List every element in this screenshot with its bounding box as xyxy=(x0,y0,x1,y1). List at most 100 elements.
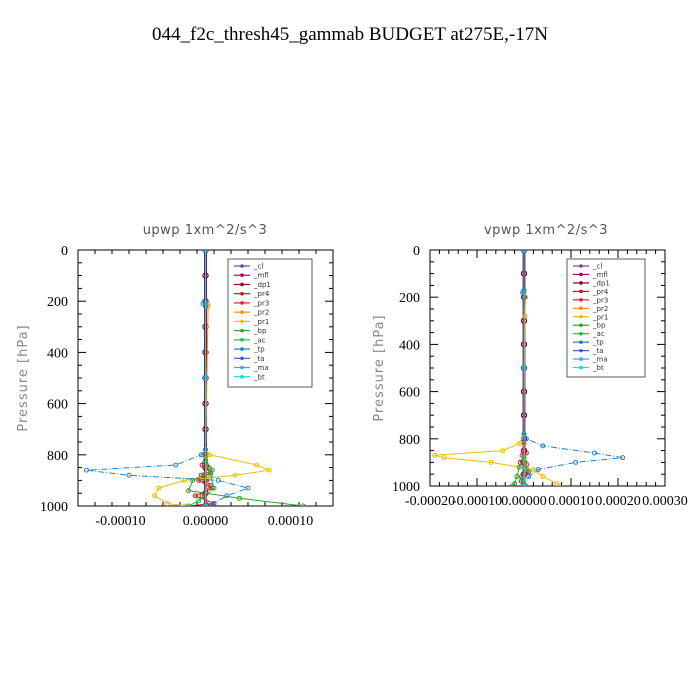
series-point-tp xyxy=(520,289,526,295)
legend-marker xyxy=(579,357,583,361)
legend-marker xyxy=(240,374,244,379)
legend-label: _ta xyxy=(592,347,604,355)
series-point-pr1 xyxy=(156,485,162,491)
series-point-bt xyxy=(203,375,208,381)
series-point-pr2 xyxy=(522,313,528,319)
x-tick-label: 0.00000 xyxy=(183,514,229,529)
legend-label: _pr1 xyxy=(592,313,608,321)
series-point-pr1 xyxy=(441,455,447,461)
series-point-tp xyxy=(126,472,132,478)
series-point-pr3 xyxy=(207,503,213,506)
legend-marker xyxy=(579,272,583,277)
legend-label: _bt xyxy=(253,373,265,381)
series-point-ac xyxy=(208,472,214,478)
legend-marker xyxy=(579,365,583,370)
legend-marker xyxy=(240,291,244,296)
y-ticks xyxy=(430,249,665,487)
legend-marker xyxy=(240,365,244,370)
y-tick-label: 600 xyxy=(399,386,420,401)
legend-label: _mfl xyxy=(592,271,608,279)
series-point-bt xyxy=(203,250,208,253)
series-point-bt xyxy=(521,483,527,486)
x-tick-label: -0.00010 xyxy=(452,494,502,509)
series-point-ac xyxy=(186,503,191,506)
series-point-pr1 xyxy=(207,452,213,458)
legend-marker xyxy=(240,328,244,333)
legend-label: _pr2 xyxy=(253,309,269,317)
series-line-ac xyxy=(188,459,215,506)
legend-label: _pr3 xyxy=(253,299,269,307)
x-tick-label: 0.00000 xyxy=(501,494,547,509)
y-tick-label: 600 xyxy=(47,398,68,413)
series-point-pr1 xyxy=(530,466,536,472)
legend-label: _bp xyxy=(592,322,606,330)
series-point-pr1 xyxy=(500,448,506,454)
legend-label: _bt xyxy=(592,364,604,372)
series-point-tp xyxy=(173,462,179,468)
series-point-pr1 xyxy=(540,474,546,480)
legend-marker xyxy=(240,347,244,351)
legend-label: _dp1 xyxy=(592,279,610,287)
legend-marker xyxy=(240,319,244,324)
legend-marker xyxy=(579,306,583,311)
legend-marker xyxy=(579,331,583,336)
series-point-ac xyxy=(196,498,202,504)
series-point-pr1 xyxy=(556,483,562,486)
series-point-tp xyxy=(573,459,579,465)
series-line-pr2 xyxy=(204,300,209,506)
legend-label: _ac xyxy=(253,336,266,344)
series-point-bt xyxy=(521,250,527,253)
series-point-pr4 xyxy=(196,477,202,483)
series-point-bp xyxy=(516,464,522,470)
legend-label: _tp xyxy=(253,346,265,354)
legend-marker xyxy=(579,340,583,344)
series-point-pr1 xyxy=(254,462,259,468)
legend-label: _cl xyxy=(253,263,263,271)
series-point-tp xyxy=(535,466,541,472)
series-point-pr1 xyxy=(181,477,187,483)
y-tick-label: 1000 xyxy=(392,480,420,495)
series-point-pr1 xyxy=(152,493,157,499)
legend-label: _pr2 xyxy=(592,305,608,313)
series-point-pr3 xyxy=(208,483,214,489)
legend-marker xyxy=(240,273,244,278)
legend-marker xyxy=(240,356,244,361)
series-point-bp xyxy=(237,495,242,501)
legend-marker xyxy=(240,264,244,268)
legend: _cl_mfl_dp1_pr4_pr3_pr2_pr1_bp_ac_tp_ta_… xyxy=(227,258,313,388)
series-point-bp xyxy=(186,488,191,494)
series-point-tp xyxy=(526,474,532,480)
legend-label: _pr1 xyxy=(253,318,269,326)
legend-label: _pr4 xyxy=(592,288,609,296)
series-line-tp xyxy=(86,300,250,506)
x-tick-label: -0.00020 xyxy=(405,494,455,509)
series-point-ac xyxy=(524,466,530,472)
legend-label: _bp xyxy=(253,327,267,335)
series-point-tp xyxy=(215,477,221,483)
legend-label: _ta xyxy=(253,355,265,363)
legend-marker xyxy=(240,301,244,305)
legend-marker xyxy=(579,314,583,319)
x-ticks xyxy=(77,250,334,506)
x-tick-label: 0.00010 xyxy=(268,514,314,529)
series-line-pr1 xyxy=(153,449,272,506)
legend: _cl_mfl_dp1_pr4_pr3_pr2_pr1_bp_ac_tp_ta_… xyxy=(566,258,646,378)
legend-label: _ma xyxy=(253,364,269,372)
series-point-pr2 xyxy=(205,303,211,309)
series-point-tp xyxy=(224,493,230,499)
y-axis-label: Pressure [hPa] xyxy=(372,314,387,421)
series-point-tp xyxy=(592,450,597,456)
legend-marker xyxy=(240,338,244,342)
panel-title: upwp 1xm^2/s^3 xyxy=(143,223,268,238)
series-point-pr1 xyxy=(232,472,238,478)
y-tick-label: 0 xyxy=(413,244,420,259)
y-tick-label: 400 xyxy=(399,338,420,353)
legend-marker xyxy=(579,281,583,285)
legend-label: _pr3 xyxy=(592,296,608,304)
y-tick-label: 800 xyxy=(399,433,420,448)
legend-marker xyxy=(240,282,244,287)
y-ticks xyxy=(78,249,333,507)
series-point-bt xyxy=(521,365,527,371)
series-point-bp xyxy=(300,503,306,506)
series-point-pr1 xyxy=(516,441,522,447)
